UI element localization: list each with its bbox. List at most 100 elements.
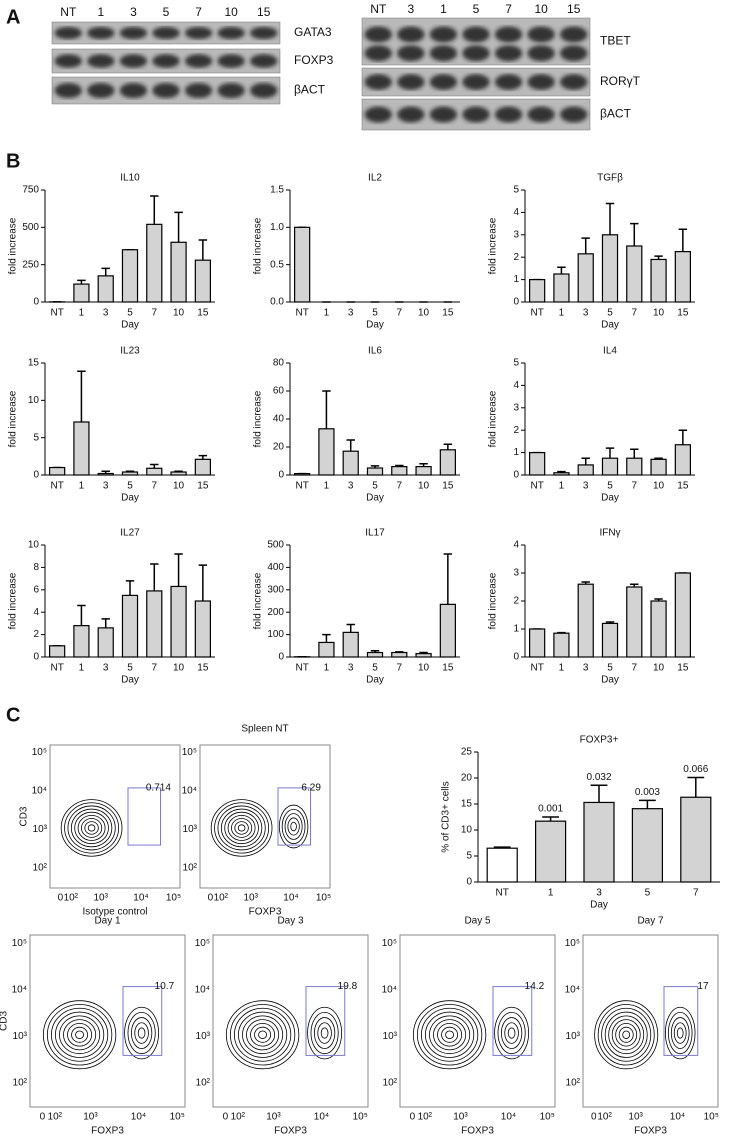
error-bar: [198, 564, 208, 601]
flow-y-tick: 10²: [383, 1078, 398, 1089]
flow-x-label: FOXP3: [274, 1126, 307, 1137]
bar: [294, 226, 311, 303]
flow-x-tick: 10³: [266, 1112, 281, 1123]
bar: [121, 471, 139, 476]
bar: [97, 627, 114, 658]
flow-y-tick: 10⁴: [182, 785, 197, 796]
contour: [84, 821, 99, 835]
blot-band: [462, 26, 490, 43]
x-tick-label: NT: [50, 663, 63, 674]
y-tick-label: 40: [273, 414, 285, 425]
contour: [130, 1017, 153, 1049]
gate-value: 10.7: [155, 981, 175, 992]
bar: [146, 590, 163, 658]
x-tick-label: 5: [372, 663, 378, 674]
error-bar: [125, 580, 135, 596]
x-axis-label: Day: [121, 493, 139, 504]
error-bar: [77, 370, 86, 422]
x-tick-label: 10: [418, 308, 430, 319]
x-axis-label: Day: [366, 493, 384, 504]
flow-y-tick: 10⁴: [12, 985, 27, 996]
y-tick-label: 0.0: [270, 297, 284, 308]
bar: [650, 600, 667, 658]
flow-x-tick: 10³: [83, 1112, 98, 1123]
x-tick-label: 15: [442, 663, 454, 674]
error-bar: [150, 563, 159, 591]
contour: [229, 1004, 296, 1066]
y-tick-label: 1.5: [270, 185, 284, 196]
bar: [631, 808, 664, 883]
contour: [507, 1027, 516, 1039]
blot-band: [462, 74, 490, 90]
contour: [608, 1015, 645, 1055]
x-tick-label: 7: [693, 888, 699, 899]
y-tick-label: 10: [28, 540, 40, 551]
bar: [577, 253, 594, 303]
flow-x-tick: 10⁴: [133, 893, 148, 904]
y-axis-label: fold increase: [488, 217, 499, 274]
x-axis-label: Day: [121, 320, 139, 331]
bar: [49, 466, 66, 476]
error-bar: [542, 816, 560, 822]
blot-band: [462, 106, 490, 123]
x-tick-label: 5: [127, 308, 133, 319]
y-tick-label: 3: [513, 229, 519, 240]
flow-x-tick: 10⁵: [316, 893, 331, 904]
flow-x-tick: 0: [208, 893, 214, 904]
x-tick-label: 3: [103, 481, 109, 492]
x-tick-label: 15: [442, 308, 454, 319]
gate-value: 14.2: [525, 981, 545, 992]
contour: [287, 817, 300, 836]
error-bar: [581, 457, 590, 465]
bar: [121, 594, 139, 658]
contour: [416, 1004, 483, 1066]
y-axis-label: fold increase: [8, 217, 19, 274]
contour: [664, 1006, 696, 1060]
bar: [391, 651, 408, 658]
flow-x-tick: 0: [410, 1112, 416, 1123]
bar: [194, 600, 211, 658]
contour: [246, 1019, 280, 1051]
bar: [553, 632, 570, 658]
y-tick-label: 80: [273, 358, 285, 369]
blot-band: [527, 106, 555, 123]
chart-title: FOXP3+: [580, 735, 619, 746]
bar: [583, 801, 615, 883]
x-tick-label: 15: [197, 308, 209, 319]
contour: [231, 818, 253, 838]
contour: [225, 1000, 300, 1070]
y-tick-label: 0: [278, 652, 284, 663]
blot-band: [429, 74, 458, 90]
contour: [425, 1011, 475, 1058]
flow-x-tick: 10²: [597, 1112, 612, 1123]
blot-band: [152, 82, 180, 99]
flow-y-tick: 10²: [196, 1078, 211, 1089]
bar: [342, 631, 359, 658]
y-tick-label: 1: [513, 274, 519, 285]
contour: [611, 1019, 641, 1051]
x-tick-label: NT: [50, 308, 63, 319]
x-tick-label: 7: [152, 481, 158, 492]
y-tick-label: 0: [466, 877, 472, 888]
flow-x-tick: 0: [591, 1112, 597, 1123]
x-tick-label: 10: [173, 308, 185, 319]
contour: [75, 1030, 85, 1039]
flow-x-tick: 10³: [243, 893, 258, 904]
flow-y-tick: 10⁵: [182, 747, 197, 758]
blot-band: [397, 45, 425, 62]
contour: [290, 821, 297, 832]
chart-title: IL6: [368, 346, 382, 357]
bar: [146, 467, 163, 476]
annotation: 0.032: [586, 772, 611, 783]
contour: [673, 1022, 687, 1044]
blot-band: [560, 74, 588, 90]
flow-x-tick: 0: [40, 1112, 46, 1123]
flow-x-tick: 0: [223, 1112, 229, 1123]
y-tick-label: 1.0: [270, 222, 284, 233]
contour: [667, 1012, 693, 1055]
blot-band: [54, 54, 82, 68]
blot-band: [397, 74, 425, 90]
contour: [224, 811, 259, 845]
flow-x-tick: 10⁵: [353, 1112, 368, 1123]
y-tick-label: 0: [33, 470, 39, 481]
